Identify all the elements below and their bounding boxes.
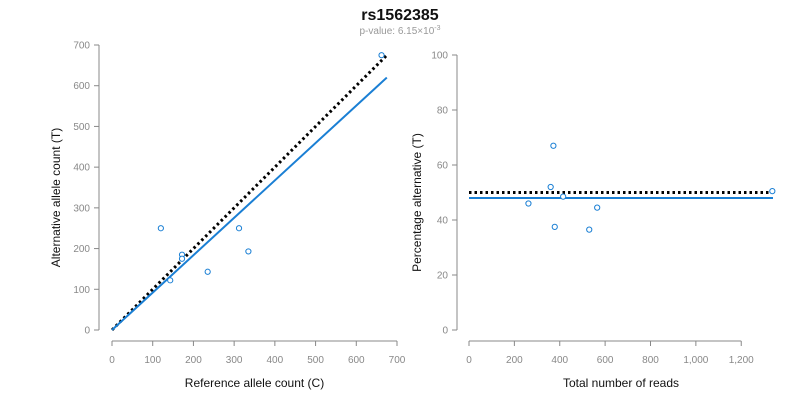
- y-tick-label: 100: [431, 51, 448, 62]
- x-tick-label: 100: [144, 355, 161, 366]
- p-value-exponent: -3: [434, 25, 440, 32]
- allele-count-scatter-plot: 0 100 200 300 400 500 600 700 0 100 200 300 400 500 60…: [49, 41, 406, 391]
- y-tick-label: 400: [73, 163, 90, 174]
- sample-data-point: [560, 193, 567, 200]
- percentage-alternative-plot: 0 20 40 60 80 100 0 200 400 600 800 1,000 1,200 Total…: [410, 51, 776, 390]
- y-tick-label: 700: [73, 41, 90, 52]
- x-tick-label: 200: [506, 355, 523, 366]
- y-tick-label: 80: [437, 106, 449, 117]
- y-tick-label: 0: [84, 326, 90, 337]
- sample-data-point: [769, 188, 776, 195]
- sample-data-point: [167, 277, 174, 284]
- y-axis-title: Percentage alternative (T): [410, 133, 424, 272]
- sample-data-point: [235, 225, 243, 232]
- x-tick-label: 1,000: [683, 355, 708, 366]
- y-tick-label: 600: [73, 81, 90, 92]
- x-tick-label: 500: [307, 355, 324, 366]
- x-tick-label: 400: [551, 355, 568, 366]
- y-tick-label: 20: [437, 271, 449, 282]
- x-tick-label: 800: [642, 355, 659, 366]
- y-tick-label: 100: [73, 285, 90, 296]
- y-tick-label: 0: [442, 326, 448, 337]
- x-tick-label: 300: [226, 355, 243, 366]
- x-tick-label: 600: [348, 355, 365, 366]
- p-value-text: p-value: 6.15×10: [359, 26, 434, 37]
- fitted-ratio-line: [111, 76, 388, 331]
- x-tick-label: 200: [185, 355, 202, 366]
- sample-data-point: [245, 248, 252, 255]
- sample-data-point: [157, 225, 164, 232]
- sample-data-point: [547, 183, 554, 191]
- sample-data-point: [378, 52, 385, 59]
- x-axis-title: Total number of reads: [563, 376, 679, 390]
- x-tick-label: 700: [389, 355, 406, 366]
- sample-data-point: [204, 268, 211, 275]
- p-value-subtitle: p-value: 6.15×10-3: [359, 25, 440, 37]
- y-tick-label: 500: [73, 122, 90, 133]
- sample-data-point: [586, 226, 593, 233]
- expected-ratio-dotted-line: [110, 54, 388, 332]
- sample-data-point: [178, 255, 186, 262]
- y-axis-title: Alternative allele count (T): [49, 128, 63, 267]
- x-tick-label: 400: [267, 355, 284, 366]
- sample-data-point: [594, 204, 601, 211]
- y-tick-label: 300: [73, 203, 90, 214]
- figure-title: rs1562385: [361, 7, 439, 24]
- x-tick-label: 1,200: [729, 355, 754, 366]
- x-tick-label: 0: [466, 355, 472, 366]
- sample-data-point: [525, 200, 532, 207]
- x-axis-title: Reference allele count (C): [185, 376, 324, 390]
- sample-data-point: [551, 223, 558, 230]
- y-tick-label: 60: [437, 161, 449, 172]
- sample-data-point: [550, 142, 557, 149]
- x-tick-label: 600: [597, 355, 614, 366]
- x-tick-label: 0: [109, 355, 115, 366]
- y-tick-label: 200: [73, 244, 90, 255]
- y-tick-label: 40: [437, 216, 449, 227]
